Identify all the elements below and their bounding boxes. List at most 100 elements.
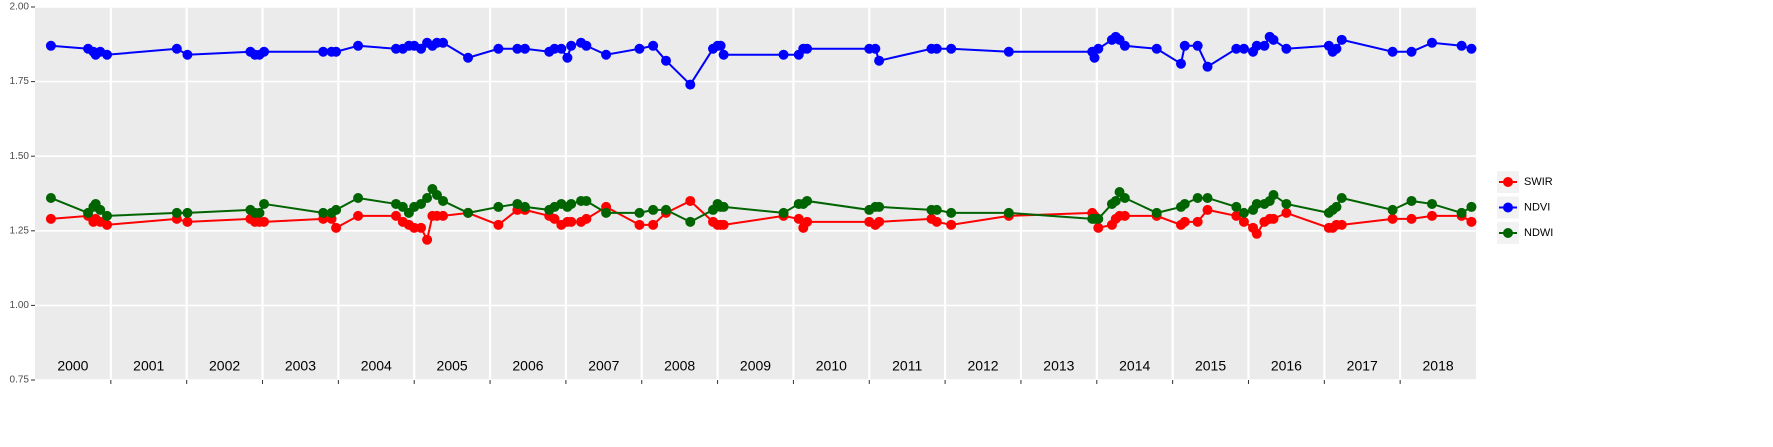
data-point <box>648 40 659 51</box>
data-point <box>1202 204 1213 215</box>
data-point <box>1427 210 1438 221</box>
data-point <box>353 40 364 51</box>
data-point <box>1003 207 1014 218</box>
data-point <box>416 222 427 233</box>
year-label: 2012 <box>967 358 998 374</box>
data-point <box>1268 189 1279 200</box>
year-label: 2000 <box>57 358 88 374</box>
data-point <box>566 40 577 51</box>
data-point <box>581 213 592 224</box>
data-point <box>353 192 364 203</box>
data-point <box>1151 43 1162 54</box>
year-label: 2015 <box>1195 358 1226 374</box>
data-point <box>1427 37 1438 48</box>
data-point <box>1089 52 1100 63</box>
data-point <box>1406 195 1417 206</box>
data-point <box>566 198 577 209</box>
year-label: 2001 <box>133 358 164 374</box>
data-point <box>648 219 659 230</box>
data-point <box>1192 192 1203 203</box>
data-point <box>1466 43 1477 54</box>
data-point <box>601 207 612 218</box>
legend-label: NDWI <box>1524 227 1553 239</box>
data-point <box>45 192 56 203</box>
data-point <box>1179 40 1190 51</box>
data-point <box>1238 207 1249 218</box>
data-point <box>1119 210 1130 221</box>
data-point <box>259 46 270 57</box>
data-point <box>634 43 645 54</box>
data-point <box>1151 207 1162 218</box>
data-point <box>1175 58 1186 69</box>
data-point <box>778 49 789 60</box>
legend-key-point <box>1503 177 1513 187</box>
data-point <box>1202 192 1213 203</box>
data-point <box>1119 192 1130 203</box>
data-point <box>1093 222 1104 233</box>
data-point <box>182 216 193 227</box>
data-point <box>718 201 729 212</box>
data-point <box>1466 216 1477 227</box>
data-point <box>1251 228 1262 239</box>
data-point <box>793 213 804 224</box>
data-point <box>718 219 729 230</box>
plot-background <box>35 7 1476 380</box>
data-point <box>1251 40 1262 51</box>
data-point <box>931 216 942 227</box>
data-point <box>102 219 113 230</box>
data-point <box>634 219 645 230</box>
data-point <box>259 198 270 209</box>
legend-key-point <box>1503 202 1513 213</box>
data-point <box>512 198 523 209</box>
data-point <box>1231 210 1242 221</box>
data-point <box>1336 219 1347 230</box>
data-point <box>1179 198 1190 209</box>
data-point <box>254 207 265 218</box>
data-point <box>1259 40 1270 51</box>
data-point <box>102 49 113 60</box>
y-tick-label: 1.75 <box>10 76 30 87</box>
y-tick-label: 1.25 <box>10 225 30 236</box>
data-point <box>946 207 957 218</box>
data-point <box>1231 43 1242 54</box>
data-point <box>601 49 612 60</box>
data-point <box>1281 207 1292 218</box>
data-point <box>331 46 342 57</box>
data-point <box>259 216 270 227</box>
data-point <box>1387 213 1398 224</box>
data-point <box>318 207 329 218</box>
data-point <box>422 192 433 203</box>
y-tick-label: 1.50 <box>10 151 30 162</box>
year-label: 2013 <box>1043 358 1074 374</box>
data-point <box>1093 43 1104 54</box>
data-point <box>512 43 523 54</box>
data-point <box>331 222 342 233</box>
data-point <box>661 204 672 215</box>
data-point <box>874 55 885 66</box>
data-point <box>1331 43 1342 54</box>
data-point <box>171 43 182 54</box>
year-label: 2011 <box>892 358 922 374</box>
data-point <box>685 195 696 206</box>
data-point <box>171 207 182 218</box>
data-point <box>95 204 106 215</box>
data-point <box>519 43 530 54</box>
data-point <box>1003 46 1014 57</box>
data-point <box>463 207 474 218</box>
data-point <box>463 52 474 63</box>
year-label: 2006 <box>512 358 543 374</box>
legend-key-point <box>1503 228 1513 238</box>
data-point <box>1387 46 1398 57</box>
data-point <box>778 207 789 218</box>
year-label: 2002 <box>209 358 240 374</box>
data-point <box>581 40 592 51</box>
data-point <box>438 210 449 221</box>
data-point <box>493 201 504 212</box>
data-point <box>1192 216 1203 227</box>
data-point <box>1387 204 1398 215</box>
data-point <box>1093 213 1104 224</box>
data-point <box>1406 213 1417 224</box>
data-point <box>562 52 573 63</box>
data-point <box>566 216 577 227</box>
data-point <box>1336 34 1347 45</box>
